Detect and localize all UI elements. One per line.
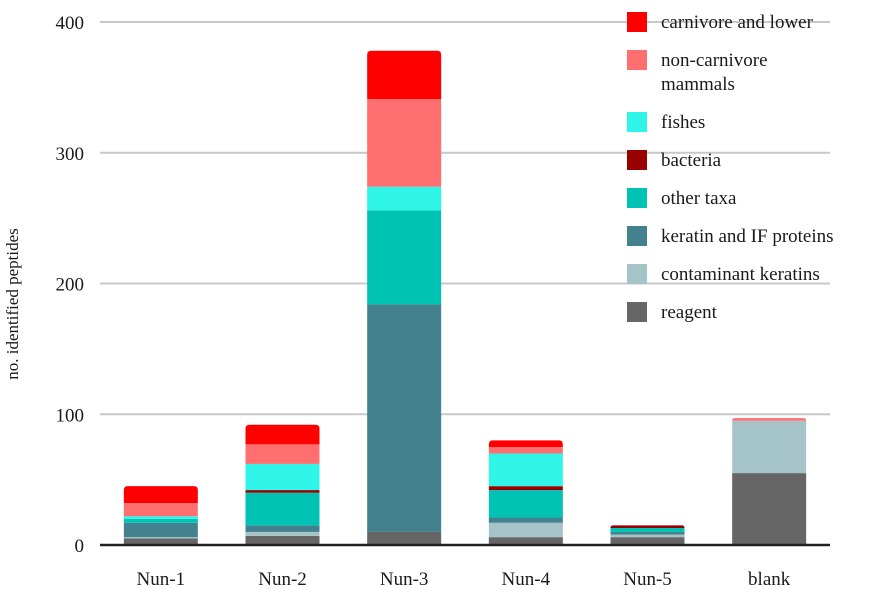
bar-segment bbox=[367, 531, 442, 545]
bar-segment bbox=[367, 186, 442, 211]
bar-segment bbox=[245, 492, 320, 526]
bar-segment bbox=[245, 463, 320, 491]
bar-segment bbox=[245, 424, 320, 445]
category-labels: Nun-1 Nun-2 Nun-3 Nun-4 Nun-5 blank bbox=[137, 569, 791, 589]
bar-segment bbox=[488, 453, 563, 487]
bar-segment bbox=[488, 537, 563, 545]
category-label: Nun-1 bbox=[137, 569, 186, 589]
legend-swatch bbox=[627, 226, 647, 246]
bar-segment bbox=[488, 440, 563, 447]
legend: carnivore and lower non-carnivore mammals f… bbox=[627, 12, 834, 323]
legend-item: non-carnivore mammals bbox=[627, 50, 768, 95]
legend-label: fishes bbox=[661, 112, 705, 133]
bar-stack-blank bbox=[732, 418, 807, 545]
bar-stack-nun-4 bbox=[488, 440, 563, 545]
legend-item: keratin and IF proteins bbox=[627, 226, 834, 247]
y-tick-label: 300 bbox=[56, 144, 85, 165]
grid-lines bbox=[100, 21, 830, 416]
bar-stack-nun-5 bbox=[610, 525, 685, 545]
bar-segment bbox=[123, 503, 198, 517]
bar-stack-nun-1 bbox=[123, 486, 198, 545]
bar-segment bbox=[367, 304, 442, 532]
y-tick-label: 200 bbox=[56, 275, 85, 296]
bar-segment bbox=[123, 486, 198, 504]
bar-segment bbox=[245, 525, 320, 532]
bar-stack-nun-2 bbox=[245, 424, 320, 545]
bar-segment bbox=[488, 486, 563, 491]
legend-label: bacteria bbox=[661, 150, 722, 171]
bar-segment bbox=[245, 531, 320, 536]
legend-label: non-carnivore bbox=[661, 50, 768, 71]
bar-segment bbox=[245, 535, 320, 545]
legend-item: fishes bbox=[627, 112, 705, 133]
bar-segment bbox=[123, 516, 198, 519]
legend-label: carnivore and lower bbox=[661, 12, 814, 33]
legend-label: contaminant keratins bbox=[661, 264, 820, 285]
bar-segment bbox=[732, 420, 807, 474]
y-tick-labels: 0 100 200 300 400 bbox=[56, 13, 85, 557]
legend-swatch bbox=[627, 12, 647, 32]
legend-label: keratin and IF proteins bbox=[661, 226, 834, 247]
bar-segment bbox=[123, 537, 198, 539]
legend-item: carnivore and lower bbox=[627, 12, 814, 33]
legend-swatch bbox=[627, 150, 647, 170]
bar-segment bbox=[488, 446, 563, 454]
legend-swatch bbox=[627, 264, 647, 284]
legend-label: mammals bbox=[661, 74, 735, 95]
legend-swatch bbox=[627, 302, 647, 322]
legend-item: bacteria bbox=[627, 150, 722, 171]
bar-segment bbox=[123, 522, 198, 538]
bar-segment bbox=[367, 99, 442, 187]
bar-segment bbox=[367, 210, 442, 305]
bar-segment bbox=[610, 534, 685, 538]
bar-segment bbox=[367, 50, 442, 100]
bar-segment bbox=[123, 538, 198, 545]
bar-segment bbox=[245, 444, 320, 464]
legend-label: reagent bbox=[661, 302, 718, 323]
bar-segment bbox=[123, 518, 198, 523]
legend-item: reagent bbox=[627, 302, 718, 323]
y-axis-label: no. identified peptides bbox=[3, 228, 22, 380]
bar-segment bbox=[610, 531, 685, 535]
bar-segment bbox=[488, 490, 563, 518]
y-tick-label: 400 bbox=[56, 13, 85, 34]
category-label: Nun-4 bbox=[502, 569, 551, 589]
bar-segment bbox=[488, 522, 563, 538]
bar-segment bbox=[610, 525, 685, 529]
y-tick-label: 0 bbox=[75, 536, 85, 557]
legend-swatch bbox=[627, 50, 647, 70]
bar-segment bbox=[245, 490, 320, 493]
legend-swatch bbox=[627, 188, 647, 208]
category-label: blank bbox=[748, 569, 791, 589]
bar-segment bbox=[488, 517, 563, 523]
bar-segment bbox=[732, 473, 807, 545]
y-tick-label: 100 bbox=[56, 405, 85, 426]
legend-item: other taxa bbox=[627, 188, 737, 209]
category-label: Nun-3 bbox=[380, 569, 429, 589]
bar-segment bbox=[610, 528, 685, 532]
bar-stack-nun-3 bbox=[367, 50, 442, 545]
legend-swatch bbox=[627, 112, 647, 132]
bar-segment bbox=[732, 418, 807, 421]
category-label: Nun-2 bbox=[258, 569, 307, 589]
category-label: Nun-5 bbox=[623, 569, 672, 589]
legend-item: contaminant keratins bbox=[627, 264, 820, 285]
legend-label: other taxa bbox=[661, 188, 737, 209]
bar-stacks bbox=[123, 50, 807, 545]
bar-segment bbox=[610, 537, 685, 545]
